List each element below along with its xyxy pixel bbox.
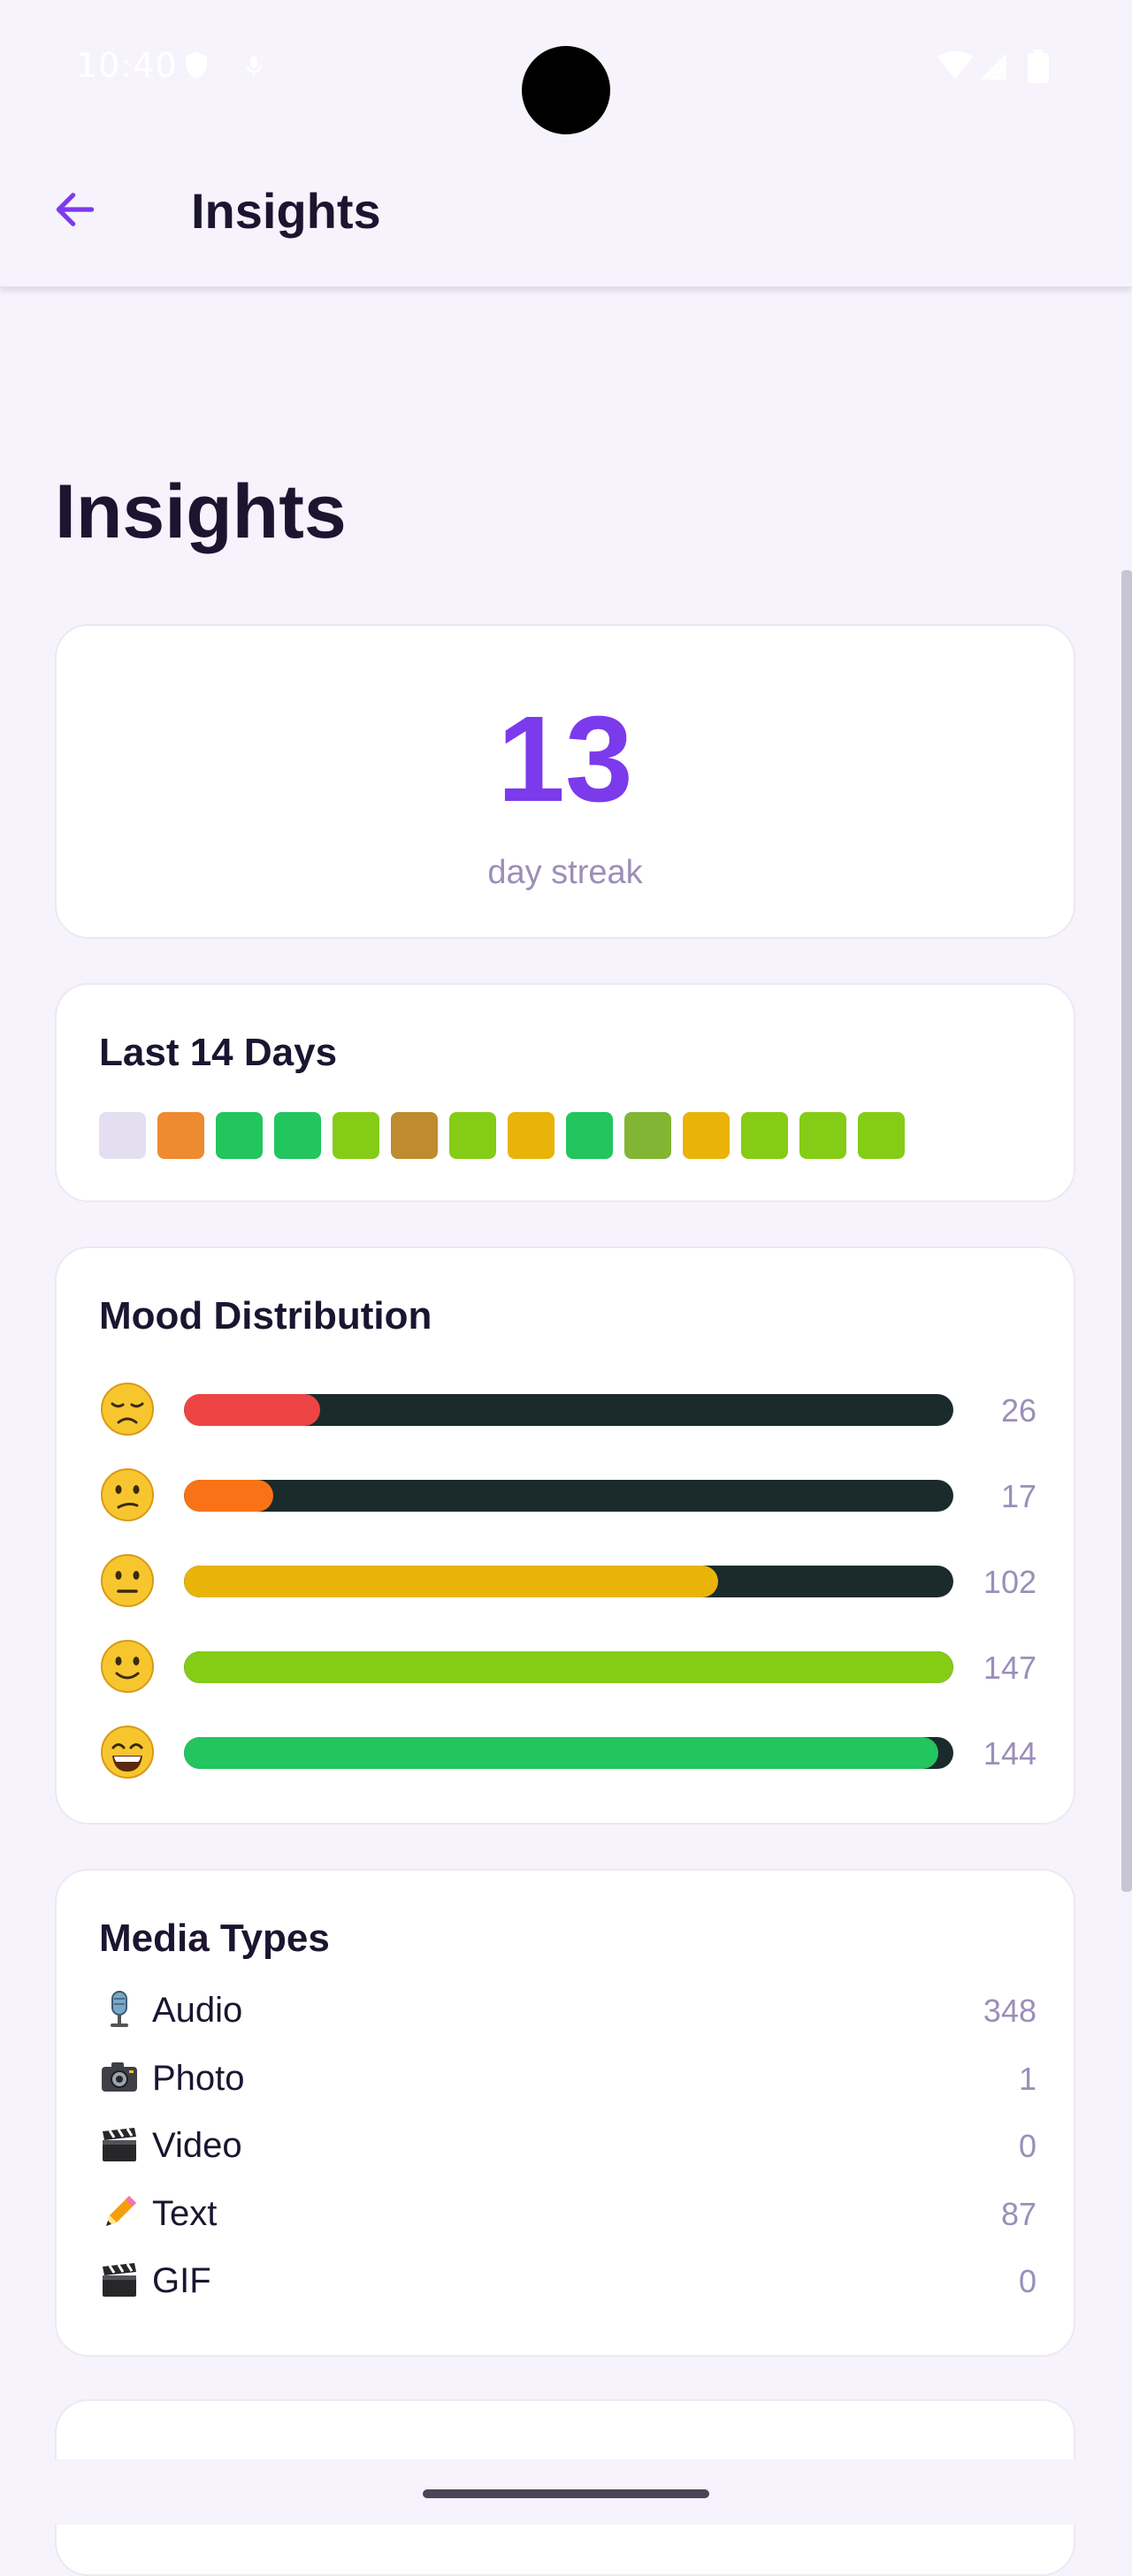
day-square [683,1112,730,1159]
day-square [566,1112,613,1159]
day-square [858,1112,905,1159]
status-bar: 10:40 [0,0,1132,141]
streak-count: 13 [497,691,633,827]
mood-bar-fill [184,1651,953,1683]
day-squares [99,1112,905,1159]
gesture-handle[interactable] [423,2489,709,2498]
mood-bar-fill [184,1566,718,1597]
scrollbar[interactable] [1121,570,1132,1892]
last-14-days-card: Last 14 Days [55,983,1075,1202]
day-square [799,1112,846,1159]
shield-status-icon [186,52,207,79]
mood-bar-fill [184,1737,938,1769]
media-row-text: Text 87 [99,2189,1036,2238]
status-time: 10:40 [76,46,178,85]
media-label: Photo [152,2058,245,2098]
media-count: 87 [1000,2195,1036,2232]
camera-cutout [522,46,610,134]
navigation-bar [0,2459,1132,2525]
mood-count: 144 [983,1735,1036,1772]
mic-status-icon [246,56,262,77]
mood-bar-track [184,1480,953,1512]
day-square [391,1112,438,1159]
media-types-title: Media Types [99,1917,330,1960]
mood-distribution-title: Mood Distribution [99,1294,432,1338]
last-14-days-title: Last 14 Days [99,1031,338,1074]
clapper-icon [99,2124,140,2165]
microphone-icon [99,1989,140,2030]
signal-wifi-battery-icons [937,50,1049,83]
mood-row: 26 [99,1381,1036,1439]
mood-bar-track [184,1737,953,1769]
neutral-face-icon [99,1552,156,1609]
day-square [216,1112,263,1159]
media-types-card: Media Types Audio 348 Photo 1 Video 0 Text 87 GI… [55,1869,1075,2357]
mood-bar-track [184,1394,953,1426]
media-label: Video [152,2126,242,2165]
streak-card: 13 day streak [55,624,1075,939]
day-square [333,1112,379,1159]
mood-row: 147 [99,1638,1036,1696]
confused-face-icon [99,1467,156,1523]
mood-distribution-card: Mood Distribution 26 17 102 147 144 [55,1246,1075,1825]
media-label: Audio [152,1991,243,2030]
day-square [157,1112,204,1159]
mood-count: 26 [1000,1392,1036,1429]
media-row-video: Video 0 [99,2121,1036,2170]
day-square [624,1112,671,1159]
page-title: Insights [55,469,347,554]
camera-icon [99,2057,140,2098]
media-row-photo: Photo 1 [99,2054,1036,2103]
streak-label: day streak [487,854,643,891]
app-bar-title: Insights [191,183,381,239]
mood-count: 147 [983,1650,1036,1686]
day-square [508,1112,555,1159]
disappointed-face-icon [99,1381,156,1437]
arrow-back-icon [56,193,95,226]
mood-bar-track [184,1651,953,1683]
mood-bar-fill [184,1480,273,1512]
mood-bar-track [184,1566,953,1597]
grinning-face-icon [99,1724,156,1780]
slightly-smiling-face-icon [99,1638,156,1695]
media-label: Text [152,2193,218,2233]
clapper-icon [99,2260,140,2300]
media-row-gif: GIF 0 [99,2256,1036,2305]
media-row-audio: Audio 348 [99,1985,1036,2035]
mood-row: 102 [99,1552,1036,1611]
back-button[interactable] [44,179,106,240]
mood-count: 102 [983,1564,1036,1600]
media-count: 0 [1018,2128,1036,2164]
app-bar: Insights [0,141,1132,287]
day-square [274,1112,321,1159]
day-square [99,1112,146,1159]
mood-bar-fill [184,1394,320,1426]
media-count: 0 [1018,2263,1036,2299]
mood-count: 17 [1000,1478,1036,1514]
media-count: 1 [1018,2060,1036,2097]
mood-row: 17 [99,1467,1036,1525]
pencil-icon [99,2192,140,2233]
day-square [449,1112,496,1159]
media-count: 348 [983,1993,1036,2029]
mood-row: 144 [99,1724,1036,1782]
day-square [741,1112,788,1159]
media-label: GIF [152,2261,211,2300]
